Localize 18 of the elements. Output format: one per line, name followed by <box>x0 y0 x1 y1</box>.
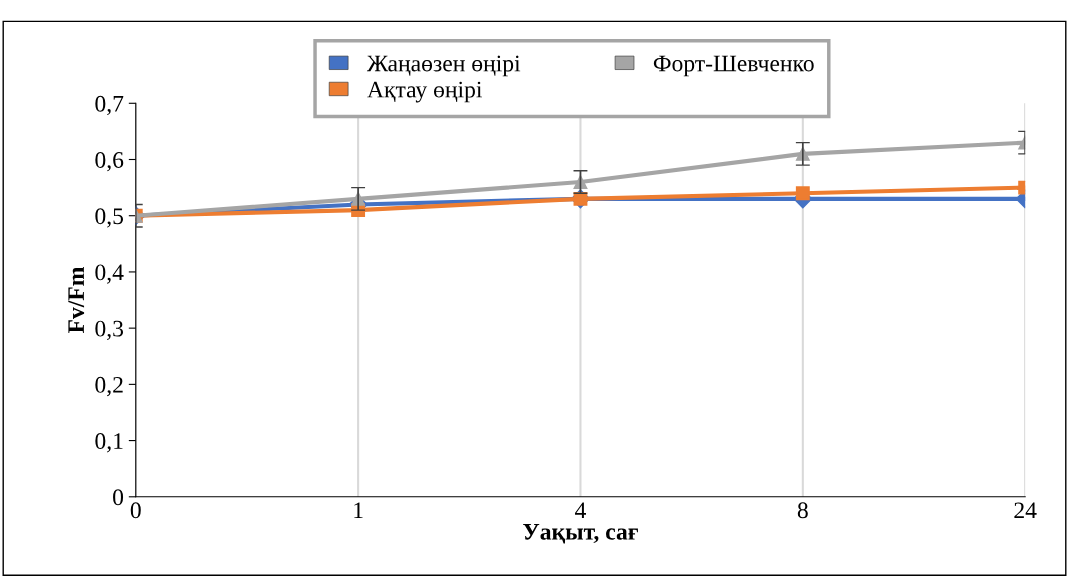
y-tick-label: 0,1 <box>95 433 123 453</box>
x-tick-label: 24 <box>1014 502 1037 519</box>
legend-label: Ақтау өңірі <box>367 81 483 103</box>
x-axis-title: Уақыт, сағ <box>523 523 638 544</box>
y-tick-label: 0,7 <box>95 95 124 116</box>
y-tick-label: 0 <box>113 489 124 506</box>
x-tick-label: 0 <box>130 502 141 519</box>
x-tick-label: 4 <box>575 502 586 519</box>
y-axis-title: Fv/Fm <box>68 267 85 334</box>
x-tick-label: 1 <box>354 502 363 519</box>
y-tick-label: 0,2 <box>95 376 123 397</box>
y-tick-label: 0,6 <box>95 151 124 172</box>
legend-label: Форт-Шевченко <box>653 55 814 77</box>
y-tick-label: 0,5 <box>95 208 124 228</box>
x-tick-label: 8 <box>797 502 808 519</box>
y-tick-label: 0,3 <box>95 320 124 340</box>
y-tick-label: 0,4 <box>95 264 124 284</box>
legend-label: Жаңаөзен өңірі <box>366 55 521 77</box>
